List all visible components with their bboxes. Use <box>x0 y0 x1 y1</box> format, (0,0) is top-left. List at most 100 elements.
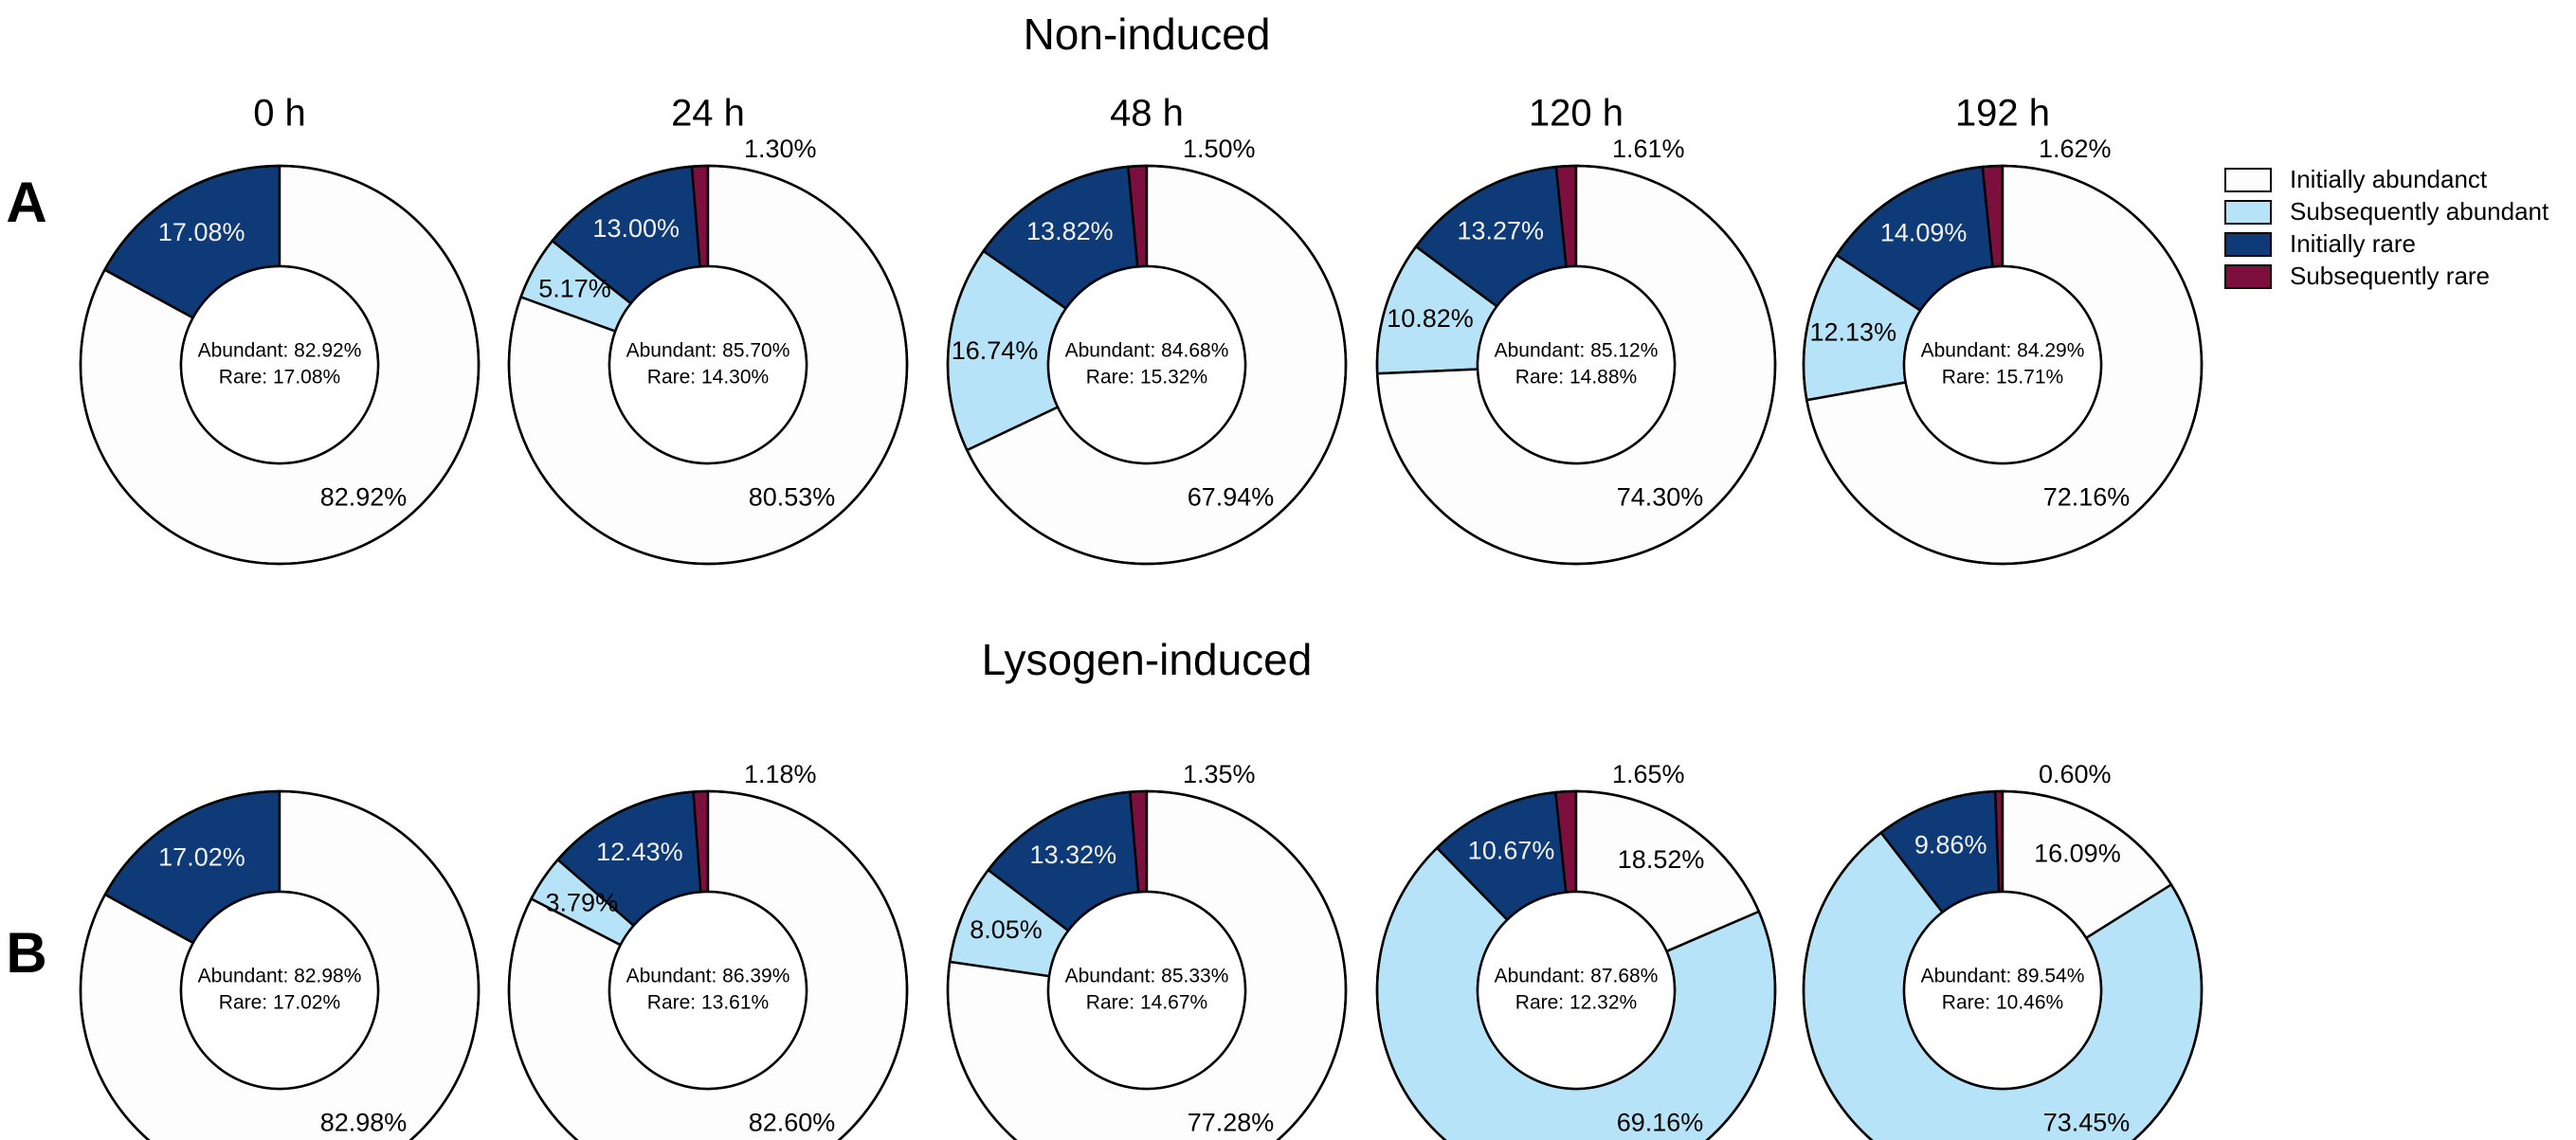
center-abundant-label: Abundant: 82.98% <box>198 966 362 987</box>
center-abundant-label: Abundant: 86.39% <box>626 966 790 987</box>
donut-outer-ring <box>946 164 1348 566</box>
center-rare-label: Rare: 14.30% <box>647 367 769 389</box>
donut-24h: 24 h Abundant: 85.70% Rare: 14.30% 1.30% 13.… <box>507 93 909 566</box>
legend-label: Initially rare <box>2290 229 2416 258</box>
donut-outer-ring <box>1802 789 2204 1140</box>
slice-label-initially-abundant: 74.30% <box>1617 483 1704 512</box>
donut-192h: 192 h Abundant: 84.29% Rare: 15.71% 1.62% 14… <box>1802 93 2204 566</box>
legend: Initially abundanct Subsequently abundant… <box>2224 165 2549 290</box>
center-abundant-label: Abundant: 87.68% <box>1495 966 1659 987</box>
slice-label-subsequently-rare: 1.35% <box>1183 760 1256 788</box>
legend-item-subsequently-rare: Subsequently rare <box>2224 262 2490 290</box>
slice-label-subsequently-abundant: 8.05% <box>970 915 1043 944</box>
donut-outer-ring <box>1375 789 1777 1140</box>
center-rare-label: Rare: 14.88% <box>1515 367 1637 389</box>
donut-outer-ring <box>507 164 909 566</box>
center-abundant-label: Abundant: 85.12% <box>1495 340 1659 362</box>
slice-label-subsequently-rare: 1.61% <box>1612 135 1685 163</box>
row-a: Non-induced A 0 h Abundant: 82.92% Rare: 17.… <box>6 9 2204 566</box>
center-abundant-label: Abundant: 89.54% <box>1921 966 2085 987</box>
slice-label-subsequently-abundant: 3.79% <box>546 889 619 917</box>
center-abundant-label: Abundant: 82.92% <box>198 340 362 362</box>
slice-label-subsequently-rare: 0.60% <box>2039 760 2112 788</box>
donut-24h: Abundant: 86.39% Rare: 13.61% 1.18% 12.43% 3… <box>507 760 909 1140</box>
center-rare-label: Rare: 13.61% <box>647 992 769 1014</box>
legend-swatch <box>2224 264 2272 289</box>
slice-label-initially-abundant: 67.94% <box>1188 483 1275 512</box>
legend-label: Subsequently abundant <box>2290 197 2549 226</box>
panel-letter: B <box>6 921 46 985</box>
legend-label: Initially abundanct <box>2290 165 2488 193</box>
slice-label-initially-rare: 14.09% <box>1880 218 1968 246</box>
donut-hole <box>1046 264 1247 465</box>
slice-label-subsequently-abundant: 16.74% <box>952 336 1039 365</box>
legend-item-initially-abundant: Initially abundanct <box>2224 165 2488 193</box>
donut-hole <box>608 264 808 465</box>
slice-label-initially-rare: 10.67% <box>1468 836 1555 864</box>
center-rare-label: Rare: 15.71% <box>1942 367 2063 389</box>
donut-hole <box>1902 264 2103 465</box>
slice-label-initially-rare: 13.32% <box>1030 841 1117 869</box>
slice-label-subsequently-rare: 1.30% <box>744 135 817 163</box>
legend-swatch <box>2224 232 2272 257</box>
slice-label-initially-rare: 13.27% <box>1457 216 1544 244</box>
slice-label-initially-rare: 13.00% <box>592 214 680 243</box>
time-label: 24 h <box>671 93 745 135</box>
slice-label-initially-abundant: 80.53% <box>749 483 836 512</box>
center-abundant-label: Abundant: 85.33% <box>1065 966 1229 987</box>
donut-hole <box>179 890 380 1091</box>
chart-rows: Non-induced A 0 h Abundant: 82.92% Rare: 17.… <box>6 9 2204 1140</box>
donut-hole <box>1476 264 1677 465</box>
slice-label-initially-abundant: 82.92% <box>320 483 408 512</box>
slice-label-subsequently-abundant: 10.82% <box>1387 304 1474 333</box>
row-b: Lysogen-induced B Abundant: 82.98% Rare: 17… <box>6 635 2204 1140</box>
center-rare-label: Rare: 12.32% <box>1515 992 1637 1014</box>
slice-label-subsequently-rare: 1.50% <box>1183 135 1256 163</box>
panel-letter: A <box>6 171 46 234</box>
donut-120h: 120 h Abundant: 85.12% Rare: 14.88% 1.61% 13… <box>1375 93 1777 566</box>
slice-label-subsequently-rare: 1.62% <box>2039 135 2112 163</box>
donut-hole <box>1476 890 1677 1091</box>
donut-48h: 48 h Abundant: 84.68% Rare: 15.32% 1.50% 13.… <box>946 93 1348 566</box>
slice-label-initially-rare: 17.08% <box>158 218 245 246</box>
slice-label-subsequently-rare: 1.65% <box>1612 760 1685 788</box>
donut-outer-ring <box>946 789 1348 1140</box>
slice-label-initially-abundant: 18.52% <box>1618 845 1705 874</box>
time-label: 120 h <box>1529 93 1624 135</box>
time-label: 48 h <box>1110 93 1184 135</box>
donut-120h: Abundant: 87.68% Rare: 12.32% 1.65% 10.67% 6… <box>1375 760 1777 1140</box>
slice-label-initially-abundant: 77.28% <box>1188 1109 1275 1137</box>
center-rare-label: Rare: 10.46% <box>1942 992 2063 1014</box>
donut-hole <box>608 890 808 1091</box>
time-label: 192 h <box>1955 93 2050 135</box>
center-rare-label: Rare: 17.02% <box>219 992 340 1014</box>
legend-swatch <box>2224 168 2272 192</box>
slice-label-initially-abundant: 16.09% <box>2034 840 2121 868</box>
slice-label-subsequently-abundant: 5.17% <box>538 275 611 303</box>
donut-0h: 0 h Abundant: 82.92% Rare: 17.08% 17.08% 82.… <box>79 93 481 566</box>
donut-0h: Abundant: 82.98% Rare: 17.02% 17.02% 82.98% <box>79 789 481 1140</box>
donut-outer-ring <box>79 164 481 566</box>
legend-swatch <box>2224 200 2272 225</box>
slice-label-initially-abundant: 72.16% <box>2043 483 2131 512</box>
center-rare-label: Rare: 15.32% <box>1086 367 1207 389</box>
center-abundant-label: Abundant: 84.68% <box>1065 340 1229 362</box>
time-label: 0 h <box>253 93 306 135</box>
slice-label-initially-abundant: 82.98% <box>320 1109 408 1137</box>
legend-label: Subsequently rare <box>2290 262 2490 290</box>
slice-label-initially-rare: 9.86% <box>1914 831 1987 860</box>
row-title: Lysogen-induced <box>982 635 1313 684</box>
slice-label-subsequently-abundant: 69.16% <box>1617 1109 1704 1137</box>
donut-hole <box>1046 890 1247 1091</box>
center-abundant-label: Abundant: 84.29% <box>1921 340 2085 362</box>
slice-label-subsequently-rare: 1.18% <box>744 760 817 788</box>
legend-item-initially-rare: Initially rare <box>2224 229 2416 258</box>
donut-hole <box>1902 890 2103 1091</box>
center-rare-label: Rare: 17.08% <box>219 367 340 389</box>
donut-192h: Abundant: 89.54% Rare: 10.46% 0.60% 9.86% 73… <box>1802 760 2204 1140</box>
slice-label-subsequently-abundant: 12.13% <box>1810 318 1897 347</box>
donut-hole <box>179 264 380 465</box>
slice-label-initially-rare: 13.82% <box>1026 217 1114 245</box>
row-title: Non-induced <box>1024 9 1271 59</box>
